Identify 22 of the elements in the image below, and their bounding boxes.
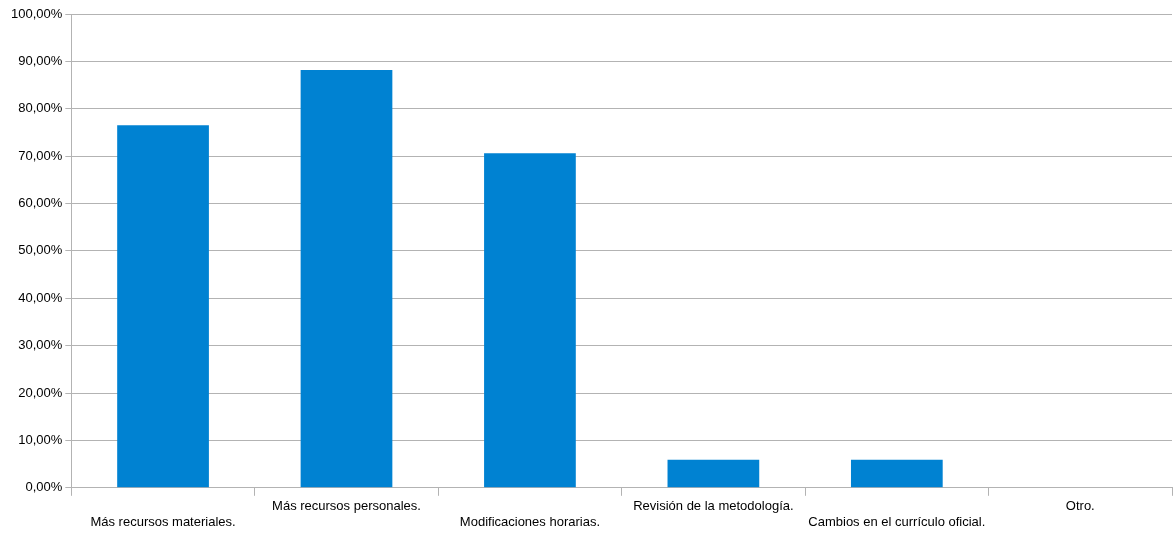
y-tick-label: 50,00% [18,242,63,258]
y-tick-label: 0,00% [25,479,63,495]
y-tick-label: 80,00% [18,100,63,116]
x-tick-label: Más recursos materiales. [90,513,236,529]
x-tick-label: Más recursos personales. [272,498,421,514]
x-tick-label: Cambios en el currículo oficial. [808,513,986,529]
x-tick-label: Revisión de la metodología. [633,498,794,514]
y-tick-label: 20,00% [18,384,63,400]
x-tick-label: Otro. [1065,498,1095,514]
bar [850,459,943,488]
y-tick-label: 40,00% [18,289,63,305]
y-tick-label: 10,00% [18,432,63,447]
y-tick-label: 30,00% [18,337,63,353]
x-tick-label: Modificaciones horarias. [459,513,601,529]
bar [667,459,760,488]
bar [484,153,576,488]
y-tick-label: 100,00% [10,5,63,21]
y-tick-label: 70,00% [18,147,63,163]
y-tick-label: 60,00% [18,195,63,211]
bar [300,69,393,488]
bar [117,125,209,488]
y-tick-label: 90,00% [18,52,63,68]
